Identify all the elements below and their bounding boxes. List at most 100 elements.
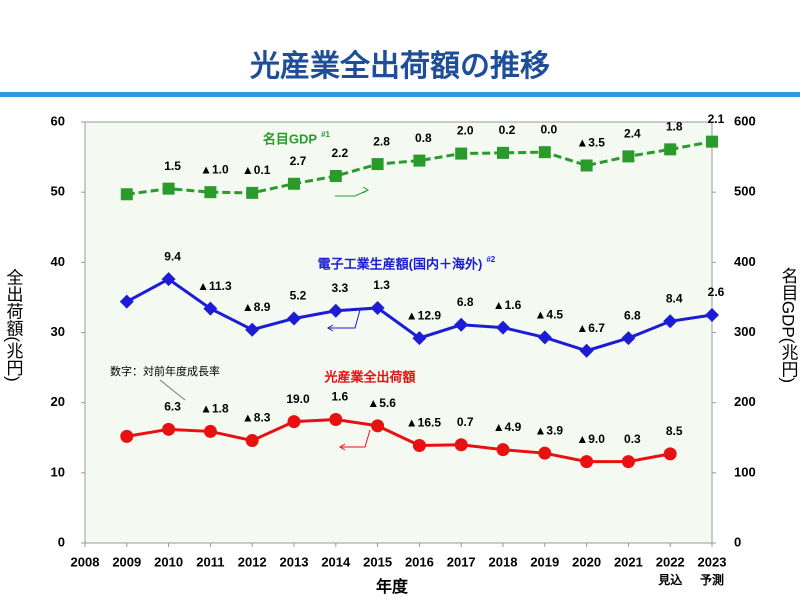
title-rule — [0, 92, 800, 97]
chart-title: 光産業全出荷額の推移 — [250, 49, 550, 83]
growth-label: 1.3 — [373, 278, 390, 292]
x-tick-label: 2017 — [447, 554, 476, 569]
growth-label: 1.8 — [666, 120, 683, 134]
marker — [497, 146, 509, 159]
marker — [664, 143, 677, 156]
marker — [328, 303, 343, 318]
marker — [621, 331, 636, 346]
x-tick-label: 2023 — [698, 554, 727, 569]
growth-label: ▲3.9 — [535, 423, 564, 437]
marker — [705, 307, 719, 322]
marker — [371, 158, 384, 171]
marker — [706, 135, 718, 148]
growth-label: ▲1.0 — [200, 162, 229, 176]
marker — [496, 320, 510, 335]
growth-label: 8.4 — [666, 291, 683, 305]
growth-label: 6.8 — [624, 308, 641, 322]
y-axis-label: 全出荷額(兆円) — [4, 268, 24, 381]
note: 数字：対前年度成長率 — [110, 364, 220, 378]
marker — [162, 182, 175, 195]
legend-label: 電子工業生産額(国内＋海外) — [318, 256, 483, 271]
marker — [119, 294, 134, 309]
y-tick-label: 0 — [58, 534, 65, 549]
x-note: 見込 — [657, 572, 682, 587]
x-tick-label: 2008 — [71, 554, 100, 569]
x-tick-label: 2011 — [196, 554, 224, 569]
growth-label: ▲9.0 — [576, 432, 605, 446]
marker — [454, 317, 469, 332]
growth-label: ▲6.7 — [576, 321, 605, 335]
growth-label: 2.1 — [708, 112, 725, 126]
growth-label: 1.5 — [164, 159, 181, 173]
growth-label: 0.3 — [624, 432, 641, 446]
growth-label: 6.8 — [457, 295, 474, 309]
note-arrow — [159, 379, 186, 401]
growth-label: 2.0 — [457, 124, 474, 138]
marker — [120, 429, 134, 443]
y2-axis-label: 名目GDP(兆円) — [779, 267, 799, 383]
x-tick-label: 2013 — [280, 554, 309, 569]
x-note: 予測 — [700, 572, 724, 587]
x-tick-label: 2015 — [363, 554, 392, 569]
growth-label: 3.3 — [331, 281, 348, 295]
marker — [537, 330, 552, 345]
x-tick-label: 2022 — [656, 554, 685, 569]
y2-tick-label: 0 — [734, 534, 741, 549]
growth-label: 2.4 — [624, 127, 641, 141]
plot-area — [84, 121, 713, 544]
growth-label: 2.6 — [708, 285, 725, 299]
marker — [580, 455, 594, 469]
marker — [203, 301, 218, 316]
y-tick-label: 10 — [51, 464, 65, 479]
growth-label: ▲4.5 — [535, 308, 564, 322]
growth-label: 5.2 — [290, 289, 307, 303]
y2-tick-label: 500 — [734, 184, 756, 199]
y2-tick-label: 600 — [734, 113, 756, 128]
marker — [371, 419, 385, 433]
growth-label: ▲4.9 — [493, 420, 522, 434]
marker — [329, 170, 342, 183]
marker — [162, 422, 176, 436]
growth-label: ▲8.3 — [242, 411, 271, 425]
marker — [663, 314, 678, 329]
marker — [538, 146, 551, 159]
marker — [245, 434, 259, 448]
legend-label: 光産業全出荷額 — [323, 369, 415, 384]
legend-arrow — [339, 429, 371, 451]
marker — [454, 438, 468, 452]
x-tick-label: 2021 — [614, 554, 643, 569]
marker — [621, 455, 635, 469]
x-tick-label: 2014 — [321, 554, 351, 569]
marker — [412, 438, 426, 452]
legend-arrow — [327, 309, 361, 332]
y-tick-label: 30 — [51, 324, 65, 339]
growth-label: ▲3.5 — [576, 136, 605, 150]
growth-label: 9.4 — [164, 249, 181, 263]
growth-label: 1.6 — [331, 390, 348, 404]
growth-label: 2.2 — [331, 146, 348, 160]
growth-label: 0.0 — [540, 122, 557, 136]
growth-label: 19.0 — [286, 392, 310, 406]
marker — [455, 147, 468, 160]
marker — [120, 188, 133, 201]
growth-label: ▲16.5 — [406, 416, 442, 430]
growth-label: 0.7 — [457, 415, 474, 429]
growth-label: ▲1.8 — [200, 402, 229, 416]
growth-label: ▲1.6 — [493, 298, 522, 312]
x-tick-label: 2016 — [405, 554, 434, 569]
legend-arrow — [335, 186, 369, 197]
marker — [204, 186, 217, 199]
y2-tick-label: 400 — [734, 254, 756, 269]
marker — [161, 272, 176, 287]
growth-label: ▲12.9 — [406, 308, 442, 322]
y2-tick-label: 200 — [734, 394, 756, 409]
marker — [287, 415, 301, 429]
marker — [622, 150, 635, 163]
marker — [663, 447, 677, 461]
y-tick-label: 50 — [51, 184, 65, 199]
series-line — [126, 140, 713, 196]
y-tick-label: 60 — [51, 113, 65, 128]
legend-note: #1 — [321, 130, 330, 139]
marker — [370, 300, 385, 315]
